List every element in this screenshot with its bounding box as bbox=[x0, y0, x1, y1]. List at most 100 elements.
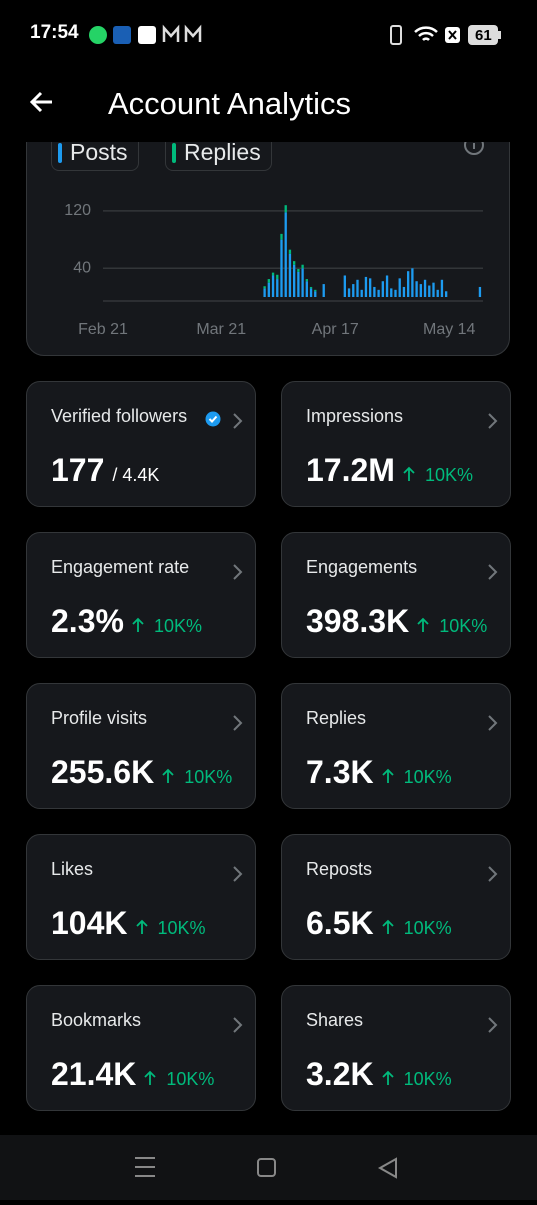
chevron bbox=[488, 1017, 498, 1033]
metric-change-value: 10K% bbox=[184, 767, 233, 787]
bar bbox=[398, 278, 401, 297]
metric-change-value: 10K% bbox=[153, 616, 202, 636]
metric-value: 3.2K bbox=[306, 1056, 374, 1092]
chevron bbox=[488, 413, 498, 429]
bar bbox=[428, 285, 431, 297]
bar bbox=[445, 291, 448, 297]
up-arrow bbox=[417, 617, 429, 632]
bar bbox=[436, 289, 439, 297]
bar bbox=[423, 279, 427, 297]
bar bbox=[343, 275, 346, 297]
bar bbox=[309, 288, 313, 297]
up-arrow bbox=[381, 919, 394, 934]
chevron bbox=[233, 866, 243, 882]
bar bbox=[390, 288, 393, 297]
clock: 17:54 bbox=[30, 22, 79, 43]
metric-card[interactable]: Reposts 6.5K 10K% bbox=[281, 834, 511, 960]
bar bbox=[276, 279, 279, 297]
chevron bbox=[233, 564, 243, 580]
nav-buttons bbox=[135, 1157, 397, 1179]
metric-card[interactable]: Bookmarks 21.4K 10K% bbox=[26, 985, 256, 1111]
bar bbox=[280, 233, 283, 240]
metric-value-row: 255.6K 10K% bbox=[51, 754, 232, 791]
up-arrow bbox=[381, 768, 394, 783]
metric-label: Replies bbox=[306, 708, 367, 728]
metric-total: / 4.4K bbox=[112, 465, 160, 485]
bar bbox=[369, 278, 372, 297]
metric-change: 10K% bbox=[381, 767, 452, 787]
legend-label: Posts bbox=[70, 139, 128, 165]
metric-value-row: 3.2K 10K% bbox=[306, 1056, 452, 1093]
notification-icons bbox=[89, 24, 202, 44]
metric-card[interactable]: Engagement rate 2.3% 10K% bbox=[26, 532, 256, 658]
y-tick-label: 120 bbox=[64, 202, 91, 219]
metric-card[interactable]: Likes 104K 10K% bbox=[26, 834, 256, 960]
chevron bbox=[233, 715, 243, 731]
bar bbox=[432, 282, 435, 297]
metric-label: Engagement rate bbox=[51, 557, 190, 577]
x-tick-label: Apr 17 bbox=[312, 321, 359, 338]
metric-value: 255.6K bbox=[51, 754, 155, 790]
metric-label: Verified followers bbox=[51, 406, 188, 426]
bar bbox=[297, 271, 300, 297]
metric-card[interactable]: Verified followers 177 / 4.4K bbox=[26, 381, 256, 507]
chevron bbox=[233, 1017, 243, 1033]
bar bbox=[415, 281, 418, 297]
metric-change-value: 10K% bbox=[166, 1069, 215, 1089]
y-tick-label: 40 bbox=[73, 260, 91, 277]
bar bbox=[263, 288, 266, 297]
metric-value: 177 bbox=[51, 452, 105, 488]
bar bbox=[288, 253, 292, 297]
metric-change: 10K% bbox=[381, 918, 452, 938]
bar bbox=[377, 289, 380, 297]
metric-value-row: 177 / 4.4K bbox=[51, 452, 159, 489]
metric-value: 21.4K bbox=[51, 1056, 137, 1092]
metric-card[interactable]: Impressions 17.2M 10K% bbox=[281, 381, 511, 507]
bar bbox=[394, 289, 397, 297]
metric-card[interactable]: Engagements 398.3K 10K% bbox=[281, 532, 511, 658]
back-button[interactable] bbox=[28, 88, 56, 116]
metric-value: 2.3% bbox=[51, 603, 124, 639]
metric-label: Engagements bbox=[306, 557, 418, 577]
metric-change: 10K% bbox=[144, 1069, 214, 1089]
metric-value: 17.2M bbox=[306, 452, 395, 488]
bar bbox=[478, 286, 482, 297]
up-arrow bbox=[162, 768, 174, 783]
metric-change-value: 10K% bbox=[157, 918, 206, 938]
bar bbox=[381, 281, 384, 297]
metric-value-row: 104K 10K% bbox=[51, 905, 206, 942]
bar bbox=[267, 279, 270, 283]
bar bbox=[419, 284, 422, 297]
up-arrow bbox=[135, 919, 148, 934]
up-arrow bbox=[132, 617, 144, 632]
chevron bbox=[233, 413, 243, 429]
metric-label: Reposts bbox=[306, 859, 373, 879]
metric-card[interactable]: Shares 3.2K 10K% bbox=[281, 985, 511, 1111]
metric-change-value: 10K% bbox=[403, 918, 452, 938]
metric-value: 7.3K bbox=[306, 754, 374, 790]
bar bbox=[284, 212, 287, 297]
metric-label: Shares bbox=[306, 1010, 364, 1030]
bar bbox=[356, 279, 359, 297]
metric-change-value: 10K% bbox=[424, 465, 473, 485]
metric-card[interactable]: Profile visits 255.6K 10K% bbox=[26, 683, 256, 809]
bar bbox=[271, 272, 275, 276]
bar bbox=[263, 286, 266, 289]
metric-change: 10K% bbox=[132, 616, 202, 636]
x-tick-label: Feb 21 bbox=[78, 321, 128, 338]
metric-change: 10K% bbox=[403, 465, 473, 485]
up-arrow bbox=[381, 1070, 394, 1085]
bar bbox=[305, 279, 308, 282]
verified-badge bbox=[205, 411, 221, 427]
bar bbox=[309, 286, 313, 289]
bar bbox=[385, 275, 389, 297]
metric-label: Profile visits bbox=[51, 708, 148, 728]
bar bbox=[288, 249, 292, 254]
legend-item[interactable]: Replies bbox=[165, 133, 272, 171]
chevron bbox=[488, 564, 498, 580]
chart: 40 120 Feb 21 Mar 21 Apr 17 May 14 bbox=[64, 202, 483, 338]
metric-card[interactable]: Replies 7.3K 10K% bbox=[281, 683, 511, 809]
app-header: Account Analytics bbox=[0, 68, 537, 142]
bar bbox=[347, 288, 351, 297]
